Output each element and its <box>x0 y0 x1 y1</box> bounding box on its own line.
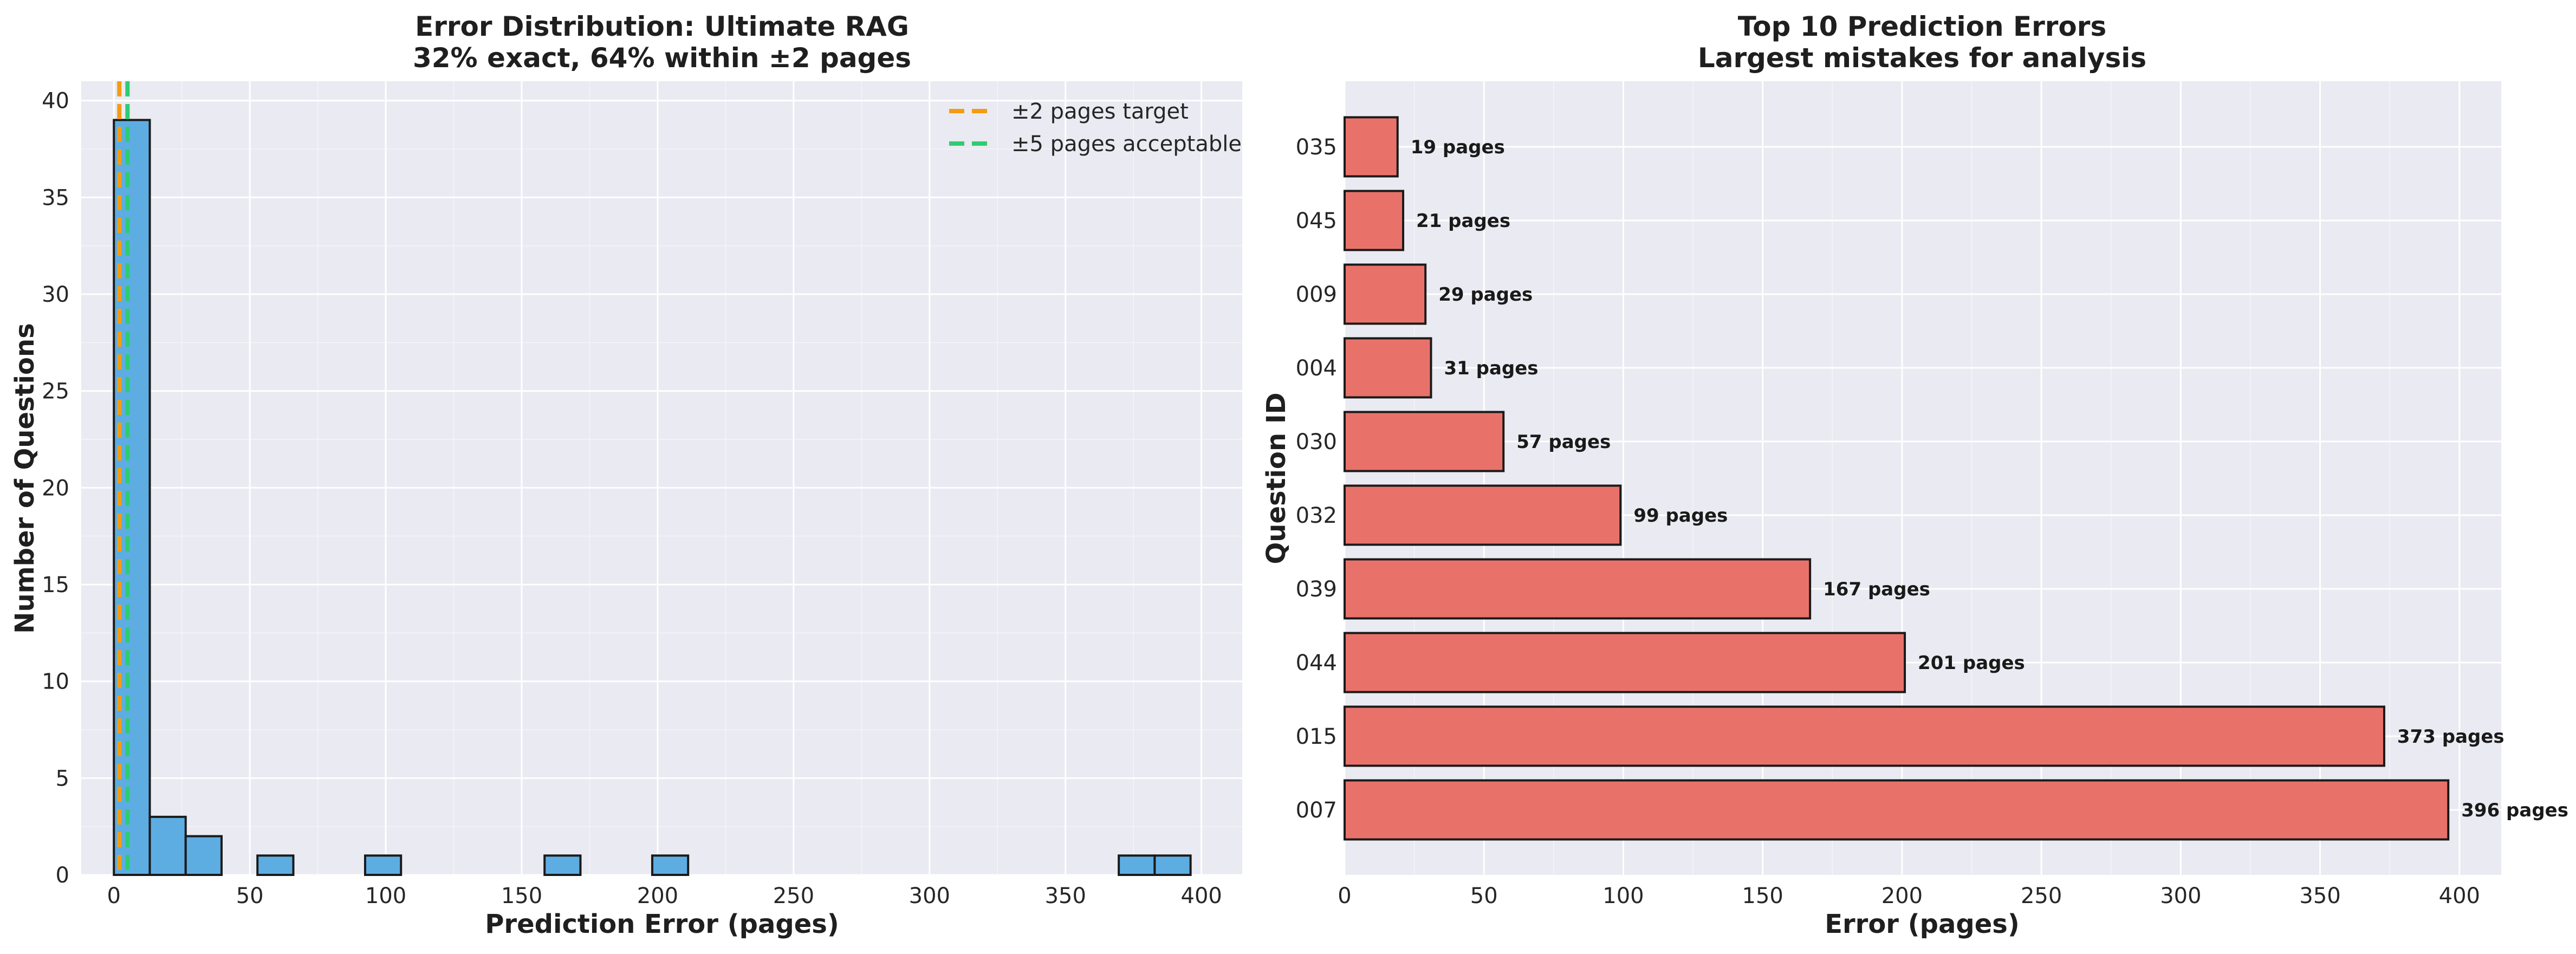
bar-value-label: 31 pages <box>1444 358 1538 379</box>
question-id-label: 045 <box>1296 209 1337 233</box>
error-bar <box>1344 116 1399 178</box>
left-y-tick-label: 15 <box>42 573 69 598</box>
question-id-label: 030 <box>1296 430 1337 455</box>
right-y-axis-label: Question ID <box>1261 392 1292 564</box>
bar-value-labels: 19 pages 21 pages 29 pages 31 pages 57 pages… <box>1411 137 2568 821</box>
histogram-bar <box>651 854 690 877</box>
left-y-tick-label: 40 <box>42 89 69 114</box>
bar-value-label: 57 pages <box>1516 431 1611 453</box>
left-x-tick-label: 50 <box>236 884 264 908</box>
right-x-tick-label: 100 <box>1602 884 1644 908</box>
left-y-tick-labels: 0 5 10 15 20 25 30 35 40 <box>42 89 69 888</box>
left-gridlines <box>81 81 1242 876</box>
error-bar <box>1344 190 1405 251</box>
question-id-label: 035 <box>1296 135 1337 160</box>
bar-value-label: 396 pages <box>2461 800 2568 821</box>
histogram-bar <box>184 835 223 877</box>
histogram-bar <box>1153 854 1192 877</box>
left-x-tick-label: 100 <box>365 884 406 908</box>
question-id-label: 044 <box>1296 651 1337 676</box>
error-bar <box>1344 779 2450 841</box>
question-id-label: 007 <box>1296 798 1337 823</box>
question-id-label: 009 <box>1296 282 1337 307</box>
bar-value-label: 29 pages <box>1438 284 1533 306</box>
right-x-tick-label: 50 <box>1470 884 1498 908</box>
left-x-tick-label: 300 <box>909 884 950 908</box>
error-bar <box>1344 484 1622 546</box>
question-id-label: 032 <box>1296 503 1337 528</box>
error-bar <box>1344 411 1505 472</box>
left-y-tick-label: 10 <box>42 670 69 695</box>
histogram-bar <box>1118 854 1156 877</box>
histogram-chart: Error Distribution: Ultimate RAG 32% exa… <box>10 11 1242 939</box>
error-bar <box>1344 558 1812 620</box>
bar-value-label: 201 pages <box>1918 652 2025 674</box>
question-id-label: 015 <box>1296 724 1337 749</box>
left-chart-subtitle: 32% exact, 64% within ±2 pages <box>413 42 911 74</box>
right-x-tick-label: 300 <box>2160 884 2201 908</box>
right-x-tick-label: 200 <box>1881 884 1923 908</box>
bar-value-label: 19 pages <box>1411 137 1505 158</box>
left-y-tick-label: 30 <box>42 282 69 307</box>
right-x-tick-labels: 0 50 100 150 200 250 300 350 400 <box>1338 884 2480 908</box>
bar-value-label: 21 pages <box>1416 210 1510 232</box>
right-x-tick-label: 400 <box>2439 884 2480 908</box>
left-y-tick-label: 5 <box>56 766 69 791</box>
bar-value-label: 99 pages <box>1633 505 1728 527</box>
histogram-bar <box>256 854 295 877</box>
left-x-tick-label: 0 <box>107 884 120 908</box>
error-bar <box>1344 263 1427 325</box>
left-y-tick-label: 35 <box>42 185 69 210</box>
left-x-tick-label: 350 <box>1045 884 1086 908</box>
reference-lines <box>117 81 130 875</box>
legend-label: ±2 pages target <box>1011 99 1189 124</box>
right-x-tick-label: 250 <box>2021 884 2062 908</box>
left-x-tick-label: 400 <box>1181 884 1222 908</box>
bar-value-label: 373 pages <box>2397 726 2504 748</box>
left-chart-title: Error Distribution: Ultimate RAG <box>415 11 909 42</box>
right-x-tick-label: 350 <box>2299 884 2340 908</box>
histogram-bar <box>543 854 582 877</box>
right-y-tick-labels: 035 045 009 004 030 032 039 044 015 007 <box>1296 135 1337 823</box>
bar-value-label: 167 pages <box>1823 579 1930 600</box>
right-chart-subtitle: Largest mistakes for analysis <box>1698 42 2146 74</box>
histogram-bar <box>364 854 403 877</box>
left-y-axis-label: Number of Questions <box>10 323 40 633</box>
right-x-axis-label: Error (pages) <box>1825 909 2020 939</box>
question-id-label: 039 <box>1296 577 1337 602</box>
left-x-axis-label: Prediction Error (pages) <box>485 909 839 939</box>
left-x-tick-label: 200 <box>637 884 678 908</box>
top-errors-chart: Top 10 Prediction Errors Largest mistake… <box>1261 11 2568 939</box>
right-x-tick-label: 150 <box>1742 884 1783 908</box>
left-x-tick-label: 150 <box>501 884 542 908</box>
question-id-label: 004 <box>1296 356 1337 381</box>
legend-label: ±5 pages acceptable <box>1011 132 1242 157</box>
left-y-tick-label: 25 <box>42 379 69 404</box>
left-y-tick-label: 20 <box>42 476 69 501</box>
legend: ±2 pages target ±5 pages acceptable <box>949 99 1242 157</box>
left-x-tick-label: 250 <box>773 884 814 908</box>
right-chart-title: Top 10 Prediction Errors <box>1738 11 2106 42</box>
histogram-bar <box>148 815 187 877</box>
left-plot-area <box>81 81 1242 875</box>
error-bar <box>1344 337 1432 399</box>
right-x-tick-label: 0 <box>1338 884 1351 908</box>
left-x-tick-labels: 0 50 100 150 200 250 300 350 400 <box>107 884 1222 908</box>
error-bar <box>1344 632 1906 693</box>
left-y-tick-label: 0 <box>56 863 69 888</box>
error-bar <box>1344 705 2385 767</box>
error-bars <box>1344 116 2450 841</box>
